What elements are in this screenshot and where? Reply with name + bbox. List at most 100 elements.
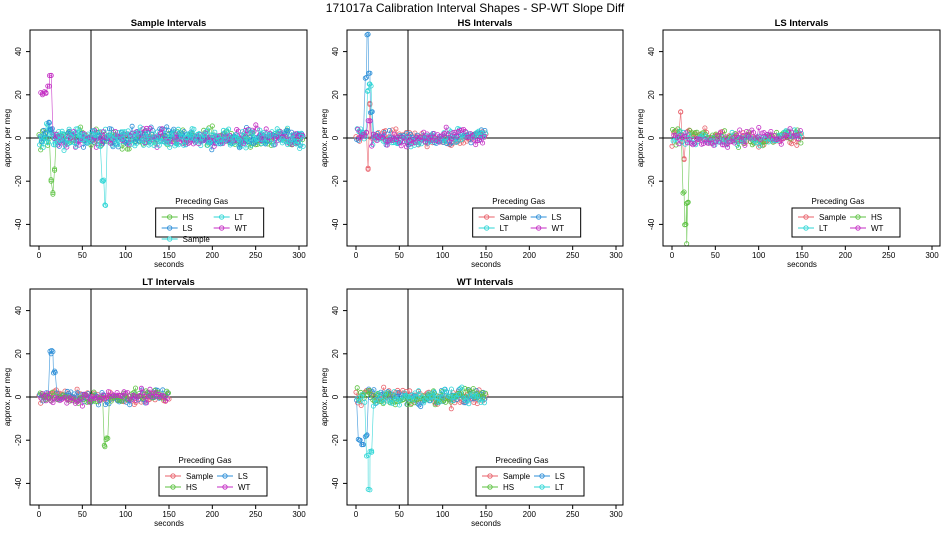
data-point bbox=[409, 392, 415, 398]
x-tick-label: 100 bbox=[436, 251, 450, 260]
data-point bbox=[217, 136, 223, 142]
data-point bbox=[66, 140, 72, 146]
data-point bbox=[131, 389, 137, 395]
legend: Preceding Gas Sample HS LT WT bbox=[791, 197, 901, 238]
data-point bbox=[680, 190, 686, 196]
legend-label: WT bbox=[238, 483, 251, 492]
data-point bbox=[367, 487, 373, 493]
data-point bbox=[53, 131, 59, 137]
data-point bbox=[365, 391, 371, 397]
data-point bbox=[366, 387, 372, 393]
data-point bbox=[90, 128, 96, 134]
data-point bbox=[400, 134, 406, 140]
data-point bbox=[418, 404, 424, 410]
legend-item-sample: Sample bbox=[161, 235, 210, 244]
data-layer bbox=[347, 289, 623, 505]
data-point bbox=[52, 369, 58, 375]
data-point bbox=[403, 144, 409, 150]
data-point bbox=[428, 398, 434, 404]
data-point bbox=[455, 392, 461, 398]
data-point bbox=[77, 132, 83, 138]
data-point bbox=[282, 133, 288, 139]
data-point bbox=[105, 389, 111, 395]
data-point bbox=[415, 388, 421, 394]
data-point bbox=[440, 394, 446, 400]
data-point bbox=[155, 134, 161, 140]
data-point bbox=[193, 138, 199, 144]
data-point bbox=[209, 147, 215, 153]
y-tick-label: -20 bbox=[331, 175, 340, 187]
data-point bbox=[435, 395, 441, 401]
data-point bbox=[355, 137, 361, 143]
data-point bbox=[481, 400, 487, 406]
data-point bbox=[365, 31, 371, 37]
data-point bbox=[119, 146, 125, 152]
data-point bbox=[365, 452, 371, 458]
data-point bbox=[365, 118, 371, 124]
data-point bbox=[700, 141, 706, 147]
y-tick-label: 20 bbox=[647, 90, 656, 99]
data-point bbox=[288, 137, 294, 143]
data-point bbox=[742, 142, 748, 148]
data-point bbox=[119, 393, 125, 399]
legend: Preceding Gas Sample LS HS LT bbox=[475, 456, 585, 497]
x-axis-label: seconds bbox=[154, 519, 184, 528]
legend-item-ls: LS bbox=[530, 213, 562, 222]
data-point bbox=[414, 394, 420, 400]
data-point bbox=[75, 126, 81, 132]
data-point bbox=[132, 385, 138, 391]
data-point bbox=[472, 134, 478, 140]
data-point bbox=[463, 400, 469, 406]
data-point bbox=[429, 137, 435, 143]
data-point bbox=[123, 134, 129, 140]
data-point bbox=[403, 134, 409, 140]
data-point bbox=[49, 389, 55, 395]
data-point bbox=[144, 130, 150, 136]
legend-swatch-point bbox=[222, 473, 228, 479]
data-point bbox=[115, 142, 121, 148]
data-point bbox=[367, 118, 373, 124]
data-point bbox=[219, 140, 225, 146]
data-point bbox=[238, 138, 244, 144]
data-point bbox=[374, 400, 380, 406]
figure-title: 171017a Calibration Interval Shapes - SP… bbox=[326, 1, 625, 15]
data-point bbox=[780, 136, 786, 142]
data-point bbox=[723, 134, 729, 140]
data-point bbox=[103, 202, 109, 208]
legend-label: HS bbox=[503, 483, 514, 492]
legend-label: LS bbox=[552, 213, 562, 222]
data-point bbox=[396, 402, 402, 408]
data-point bbox=[385, 390, 391, 396]
data-point bbox=[404, 401, 410, 407]
data-point bbox=[355, 126, 361, 132]
legend-item-hs: HS bbox=[850, 213, 882, 222]
data-point bbox=[158, 138, 164, 144]
data-point bbox=[209, 123, 215, 129]
data-point bbox=[241, 141, 247, 147]
data-point bbox=[207, 139, 213, 145]
y-tick-label: 0 bbox=[331, 135, 340, 140]
data-point bbox=[753, 140, 759, 146]
data-point bbox=[678, 109, 684, 115]
data-point bbox=[383, 137, 389, 143]
data-point bbox=[144, 400, 150, 406]
y-tick-label: -40 bbox=[331, 218, 340, 230]
data-point bbox=[694, 129, 700, 135]
data-point bbox=[424, 131, 430, 137]
legend-item-sample: Sample bbox=[478, 213, 527, 222]
data-point bbox=[777, 135, 783, 141]
data-point bbox=[368, 392, 374, 398]
data-point bbox=[407, 388, 413, 394]
data-point bbox=[365, 165, 371, 171]
series-wt bbox=[38, 385, 170, 409]
data-point bbox=[48, 177, 54, 183]
data-point bbox=[369, 143, 375, 149]
data-point bbox=[263, 126, 269, 132]
data-point bbox=[482, 127, 488, 133]
data-point bbox=[229, 141, 235, 147]
data-point bbox=[147, 386, 153, 392]
data-point bbox=[721, 142, 727, 148]
data-point bbox=[135, 129, 141, 135]
x-tick-label: 150 bbox=[795, 251, 809, 260]
legend-title: Preceding Gas bbox=[496, 456, 549, 465]
